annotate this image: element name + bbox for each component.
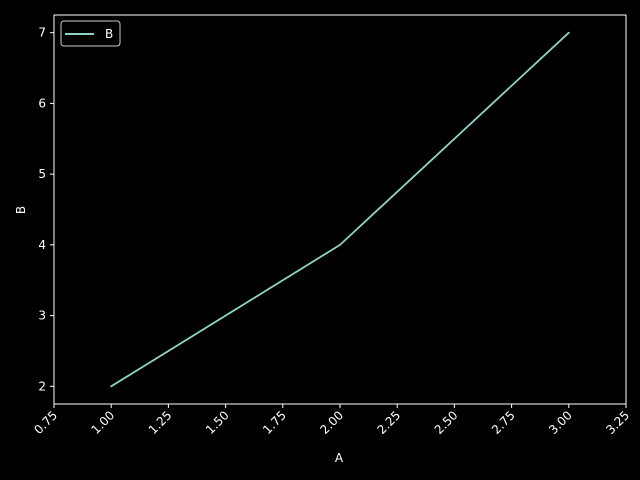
y-axis-label: B xyxy=(14,206,28,214)
y-tick-label: 6 xyxy=(38,96,46,110)
legend: B xyxy=(60,20,121,47)
series-line-0 xyxy=(110,31,570,388)
y-tick-label: 3 xyxy=(38,309,46,323)
x-axis-label: A xyxy=(335,451,344,465)
y-tick-label: 5 xyxy=(38,167,46,181)
legend-label: B xyxy=(105,27,113,41)
y-tick-label: 2 xyxy=(38,379,46,393)
y-axis-ticks: 2 3 4 5 6 7 xyxy=(38,26,54,393)
y-tick-label: 4 xyxy=(38,238,46,252)
y-tick-label: 7 xyxy=(38,26,46,40)
